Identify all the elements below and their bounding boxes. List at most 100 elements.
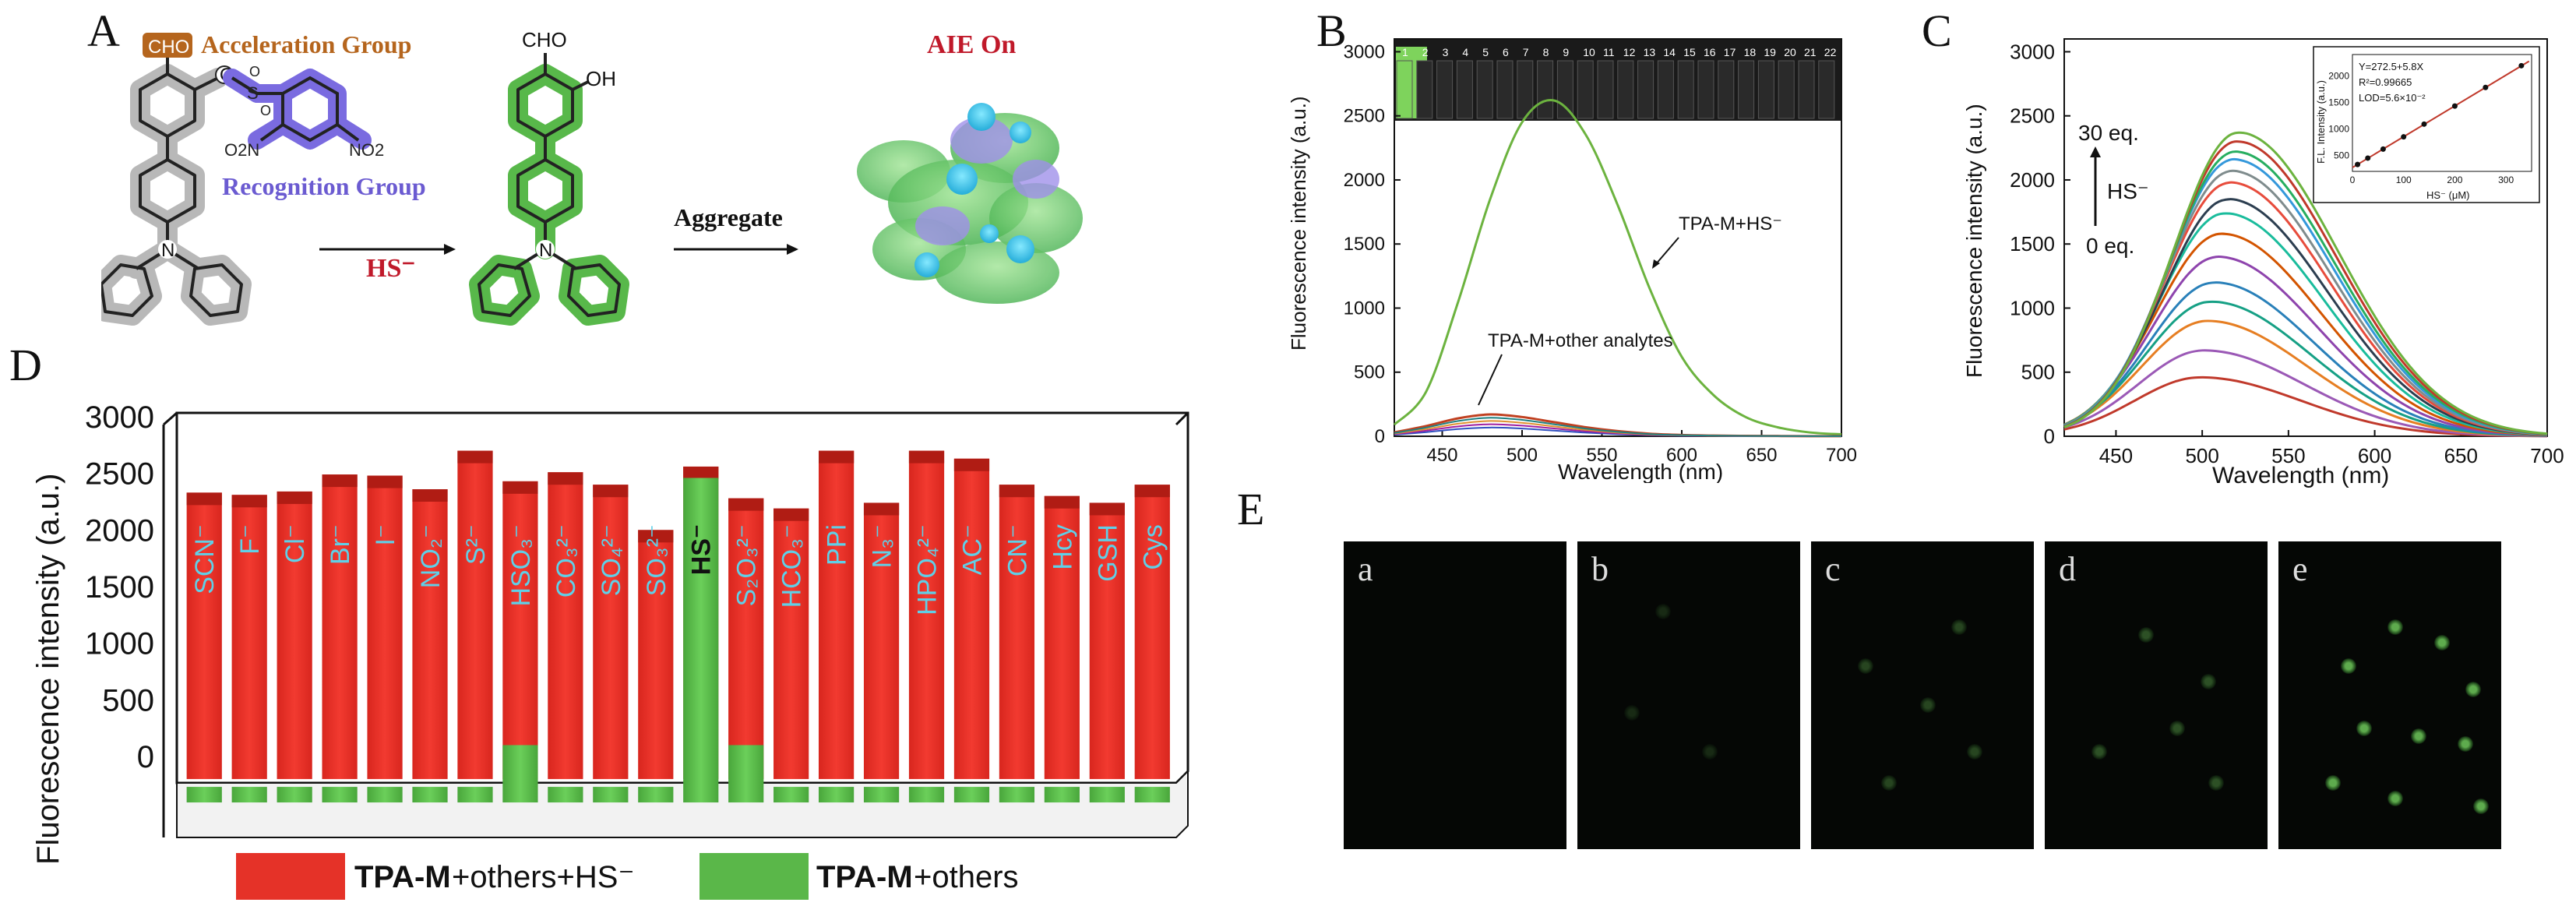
x-tick-label: 550 [1586,445,1617,466]
category-label: SCN⁻ [190,524,220,594]
axis-title-x: Wavelength (nm) [1558,460,1723,483]
cell-spot [2208,775,2224,791]
vial [1697,60,1714,119]
microscopy-image-e: e [2278,541,2501,849]
vial [1416,60,1433,119]
bar-red [231,495,267,780]
category-label: GSH [1093,524,1122,582]
bar-green [774,787,809,803]
y-tick-label: 1000 [2010,296,2055,319]
category-label: HPO₄²⁻ [913,524,943,615]
titration-curve [2063,181,2548,436]
svg-text:O: O [249,64,260,79]
y-tick-label: 2000 [2010,168,2055,192]
y-tick-label: 0 [1375,426,1385,447]
axis-title-y: Fluorescence intensity (a.u.) [1287,96,1310,351]
bar-green [638,787,674,803]
series-line [1393,99,1842,436]
vial-number: 19 [1764,46,1776,58]
axis-title-x: Wavelength (nm) [2212,463,2389,488]
inset-xlabel: HS⁻ (μM) [2426,189,2470,201]
y-tick-label: 1500 [85,570,154,605]
y-tick-label: 2500 [1344,106,1385,127]
category-label: F⁻ [235,524,265,555]
y-tick-label: 3000 [1344,41,1385,62]
plot-frame [2063,38,2548,437]
bar-green [1044,787,1080,803]
titration-curve [2063,198,2548,436]
reaction-scheme: O CHO Acceleration Group S O O O2N NO2 R… [101,28,1083,326]
bar-red [412,489,448,780]
vial-number: 6 [1503,46,1509,58]
category-label: Cys [1138,524,1168,570]
bar-red [1089,502,1125,780]
vial [1556,60,1573,119]
cell-spot [2411,728,2426,744]
vial [1617,60,1634,119]
bar-red-cap [1089,502,1125,516]
inset-x-tick: 100 [2396,175,2412,185]
inset-point [2355,161,2361,167]
vial [1476,60,1493,119]
vial-number: 9 [1563,46,1569,58]
category-label: HS⁻ [687,524,717,575]
no2-label: NO2 [349,140,384,160]
vial-number: 12 [1623,46,1636,58]
series-line-other [1394,417,1842,437]
y-tick-label: 1500 [1344,234,1385,255]
product-molecule: N [469,53,629,326]
inset-calibration: 0 100 200 300 500 1000 1500 2000 Y=272.5+5.8X R… [2313,46,2540,203]
chart-b-emission-selectivity: 1 2 3 4 5 6 7 8 9 10 11 12 13 14 15 16 17 18 19 20 21 22 0500… [1287,38,1857,483]
cell-spot [1702,744,1718,760]
bar-red-cap [412,489,448,502]
titration-curve [2063,169,2548,436]
vial [1436,60,1454,119]
vial [1396,60,1413,119]
vial [1577,60,1594,119]
bar-red-cap [1134,485,1170,498]
inset-lod: LOD=5.6×10⁻² [2359,92,2426,104]
axis-title-y: Fluorescence intensity (a.u.) [1962,104,1986,378]
bar-red [908,450,945,780]
vial [1818,60,1835,119]
vial [1738,60,1755,119]
vial [1496,60,1514,119]
cell-spot [2201,674,2216,689]
bar-green [231,787,267,803]
probe-molecule: O [101,56,252,326]
vial-number: 3 [1443,46,1449,58]
vial-number: 2 [1422,46,1429,58]
y-tick-label: 1000 [85,627,154,661]
cell-spot [2458,736,2473,752]
category-label: SO₄²⁻ [597,524,626,596]
hs-reagent-label: HS⁻ [366,254,415,283]
acceleration-group-label: Acceleration Group [201,30,411,58]
cell-imaging-panel: a b c d e [1344,541,2507,849]
svg-text:N: N [161,240,174,261]
bar-red [1134,485,1170,780]
vial-number: 13 [1644,46,1656,58]
cell-spot [1920,697,1936,713]
x-tick-label: 500 [1506,445,1538,466]
cho-badge [143,33,192,58]
titration-curve [2063,232,2548,437]
cell-spot [2325,775,2341,791]
legend: TPA-M +others+HS⁻ TPA-M +others [236,853,1019,900]
y-tick-label: 3000 [2010,40,2055,63]
bar-red [502,481,538,780]
category-label: S₂O₃²⁻ [732,524,762,606]
y-tick-label: 500 [102,683,154,717]
x-tick-label: 500 [2185,444,2218,467]
vial [1537,60,1554,119]
vial-number: 7 [1523,46,1529,58]
aggregate-label: Aggregate [674,203,783,231]
cho-label-probe: CHO [148,37,189,58]
titration-curve [2063,256,2548,437]
vial [1456,60,1473,119]
x-tick-label: 700 [1826,445,1857,466]
microscopy-image-d: d [2045,541,2268,849]
recognition-group-label: Recognition Group [222,172,426,200]
panel-label-b: B [1316,5,1347,56]
cell-spot [2465,682,2481,697]
annotation-hs: TPA-M+HS⁻ [1679,213,1782,234]
